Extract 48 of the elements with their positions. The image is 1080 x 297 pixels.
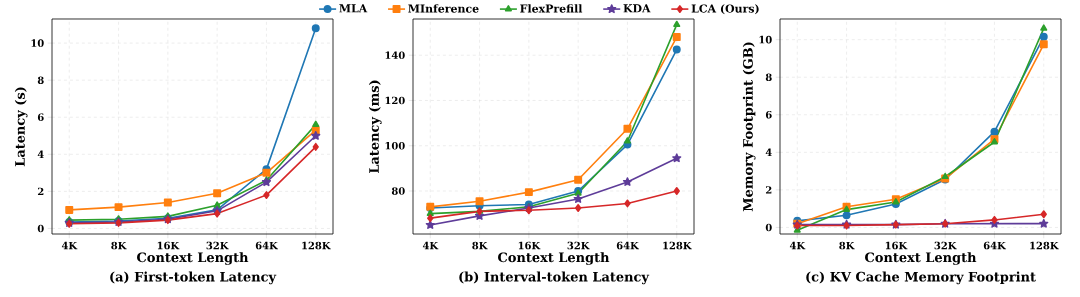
y-axis-title: Memory Footprint (GB) [742, 42, 756, 212]
y-tick-label: 10 [759, 35, 772, 44]
x-tick-label: 4K [61, 241, 78, 250]
y-tick-label: 2 [765, 186, 772, 194]
x-tick-label: 8K [111, 241, 127, 250]
legend-label: FlexPrefill [520, 4, 583, 13]
legend-label: MLA [339, 4, 368, 13]
y-tick-label: 10 [31, 39, 44, 47]
x-axis-title: Context Length [498, 252, 610, 265]
x-tick-label: 128K [302, 241, 331, 250]
y-tick-label: 6 [37, 113, 44, 121]
x-tick-label: 32K [567, 241, 590, 250]
x-tick-label: 16K [885, 241, 908, 250]
text: (b) Interval-token Latency [459, 271, 650, 285]
x-tick-label: 4K [789, 241, 806, 250]
y-tick-label: 2 [37, 187, 44, 196]
y-tick-label: 6 [765, 110, 772, 119]
x-tick-label: 8K [839, 241, 855, 250]
y-tick-label: 0 [765, 223, 772, 232]
x-tick-label: 128K [663, 241, 692, 250]
y-tick-label: 4 [765, 148, 772, 157]
y-tick-label: 80 [391, 187, 405, 195]
y-tick-label: 0 [37, 224, 44, 233]
x-tick-label: 64K [983, 241, 1007, 250]
x-tick-label: 32K [934, 241, 957, 250]
legend-label: LCA (Ours) [691, 4, 759, 15]
legend-label: MInference [408, 4, 479, 13]
legend-label: KDA [623, 4, 651, 13]
x-tick-label: 8K [472, 241, 488, 250]
x-tick-label: 32K [206, 241, 229, 250]
text: (c) KV Cache Memory Footprint [806, 271, 1036, 285]
y-tick-label: 8 [37, 76, 44, 84]
x-axis-title: Context Length [865, 252, 977, 265]
x-tick-label: 128K [1030, 241, 1059, 250]
x-tick-label: 64K [255, 241, 279, 250]
y-axis-title: Latency (ms) [368, 80, 382, 174]
text: (a) First-token Latency [110, 271, 277, 285]
y-tick-label: 4 [37, 150, 44, 158]
x-tick-label: 64K [616, 241, 640, 250]
y-tick-label: 100 [385, 141, 405, 150]
x-axis-title: Context Length [137, 252, 249, 265]
y-tick-label: 120 [385, 96, 405, 105]
y-axis-title: Latency (s) [14, 87, 28, 167]
x-tick-label: 16K [157, 241, 180, 250]
x-tick-label: 4K [422, 241, 439, 250]
y-tick-label: 140 [385, 51, 405, 59]
y-tick-label: 8 [765, 73, 772, 81]
x-tick-label: 16K [518, 241, 541, 250]
